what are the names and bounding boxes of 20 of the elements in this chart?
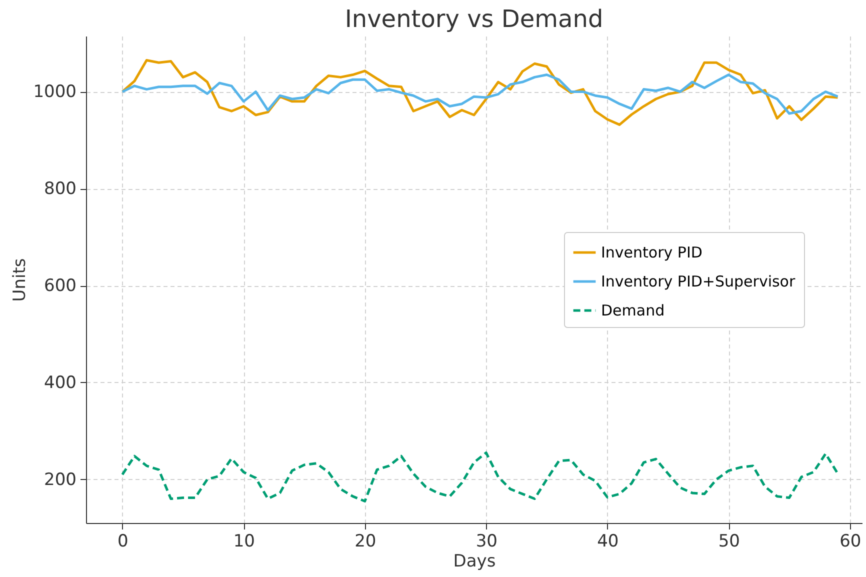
x-tick-label: 20: [354, 532, 376, 552]
x-tick-label: 30: [476, 532, 498, 552]
y-axis-title: Units: [10, 258, 30, 302]
y-tick-label: 400: [44, 372, 76, 393]
x-tick-label: 60: [840, 532, 862, 552]
chart-title: Inventory vs Demand: [344, 5, 604, 33]
x-tick-label: 40: [597, 532, 619, 552]
y-tick-label: 1000: [33, 82, 76, 102]
legend-label: Inventory PID: [601, 244, 702, 262]
y-tick-label: 600: [44, 276, 76, 296]
line-series: [121, 451, 839, 502]
line-series: [121, 74, 839, 115]
legend-label: Demand: [601, 302, 665, 320]
x-tick-label: 50: [718, 532, 740, 552]
y-tick-label: 800: [44, 179, 76, 200]
x-tick-label: 0: [117, 532, 128, 552]
y-tick-label: 200: [44, 470, 76, 490]
legend-label: Inventory PID+Supervisor: [601, 272, 796, 290]
x-axis-title: Days: [453, 552, 496, 572]
x-tick-label: 10: [233, 532, 255, 552]
